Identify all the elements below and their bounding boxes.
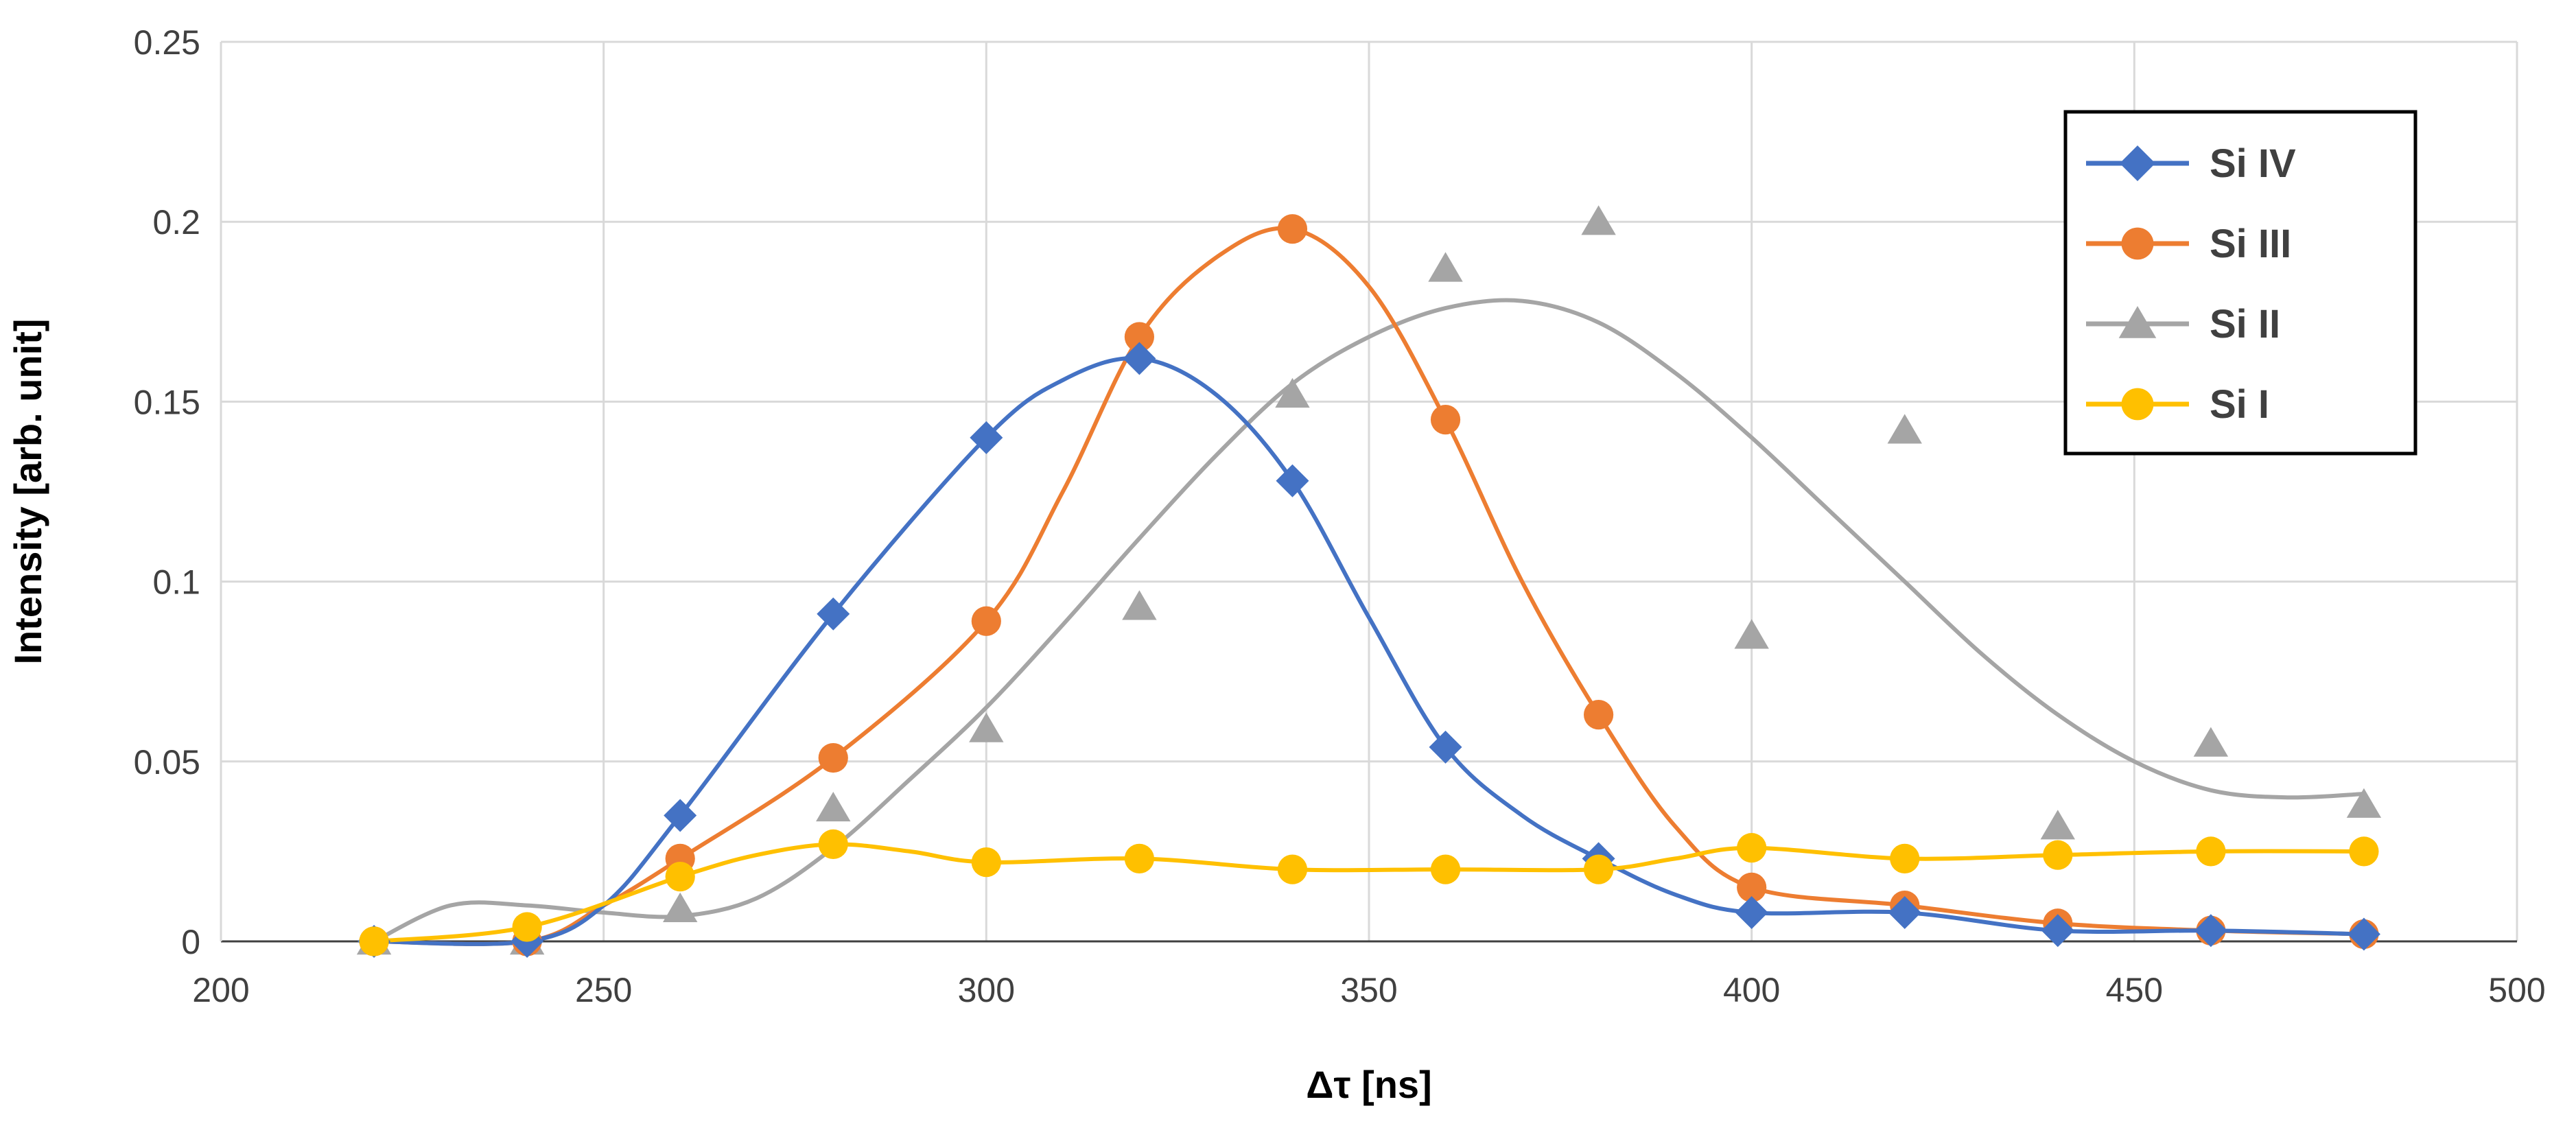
x-tick-label-0: 200 [192,971,249,1009]
point-si-iii-7 [1430,405,1461,435]
point-si-iv-6 [1276,464,1309,497]
plot-frame [220,42,2517,943]
point-si-iv-13 [2347,917,2380,951]
legend-marker-si-iv [2120,145,2155,181]
point-si-i-6 [1277,854,1308,884]
x-tick-label-2: 300 [958,971,1015,1009]
series-line-si-ii [372,298,2366,943]
point-si-iii-3 [818,742,848,773]
point-si-ii-6 [1275,377,1310,408]
legend: Si IV Si III Si II Si I [2063,110,2417,456]
point-si-i-10 [1890,843,1920,873]
legend-label-si-i: Si I [2210,382,2269,427]
point-si-iv-9 [1735,896,1768,930]
y-tick-label-5: 0.25 [134,23,200,62]
legend-label-si-iv: Si IV [2210,141,2296,186]
legend-label-si-ii: Si II [2210,302,2280,346]
point-si-ii-5 [1122,590,1157,620]
point-si-iii-8 [1584,700,1614,730]
x-axis-title: Δτ [ns] [1306,1063,1431,1106]
x-tick-label-5: 450 [2106,971,2163,1009]
point-si-i-2 [665,862,695,892]
point-si-i-4 [971,847,1001,878]
y-tick-label-3: 0.15 [134,383,200,421]
legend-marker-si-i [2121,388,2154,421]
point-si-ii-7 [1428,252,1463,282]
point-si-iv-7 [1429,730,1462,764]
point-si-iv-3 [817,597,850,631]
point-si-iv-12 [2194,914,2227,948]
point-si-iii-9 [1737,872,1767,902]
x-ticks: 200 250 300 350 400 450 500 [192,971,2545,1009]
point-si-i-12 [2196,836,2226,867]
x-tick-label-1: 250 [575,971,632,1009]
point-si-i-3 [818,829,848,860]
point-si-i-13 [2349,836,2379,867]
point-si-i-9 [1737,833,1767,863]
y-ticks: 0 0.05 0.1 0.15 0.2 0.25 [134,23,200,961]
point-si-i-5 [1124,843,1154,873]
point-si-ii-11 [2040,810,2075,840]
legend-marker-si-ii [2118,306,2157,338]
point-si-ii-2 [663,892,698,923]
point-si-iv-11 [2041,914,2074,948]
y-tick-label-0: 0 [181,923,200,961]
y-axis-title: Intensity [arb. unit] [6,319,49,665]
point-si-i-7 [1430,854,1461,884]
y-tick-label-4: 0.2 [152,203,200,242]
legend-marker-si-iii [2121,227,2154,260]
legend-label-si-iii: Si III [2210,222,2291,266]
x-tick-label-4: 400 [1723,971,1780,1009]
point-si-ii-9 [1734,619,1769,649]
series-line-si-i [372,842,2366,943]
y-tick-label-2: 0.1 [152,563,200,602]
point-si-ii-4 [969,712,1004,742]
point-si-i-8 [1584,854,1614,884]
point-si-i-11 [2043,840,2073,870]
point-si-iii-4 [971,606,1001,636]
point-si-iv-4 [970,421,1003,454]
point-si-iv-2 [664,799,697,832]
x-tick-label-6: 500 [2488,971,2545,1009]
point-si-ii-10 [1887,414,1922,444]
y-tick-label-1: 0.05 [134,743,200,782]
point-si-iv-5 [1123,342,1156,375]
point-si-ii-8 [1581,205,1616,235]
x-tick-label-3: 350 [1340,971,1397,1009]
point-si-ii-3 [816,791,851,822]
point-si-ii-13 [2346,788,2382,818]
point-si-i-0 [359,926,389,956]
point-si-iii-6 [1277,214,1308,244]
series-markers [356,205,2382,958]
point-si-iv-10 [1888,896,1921,930]
point-si-ii-12 [2193,727,2229,757]
point-si-iii-5 [1124,322,1154,352]
point-si-i-1 [512,912,542,942]
